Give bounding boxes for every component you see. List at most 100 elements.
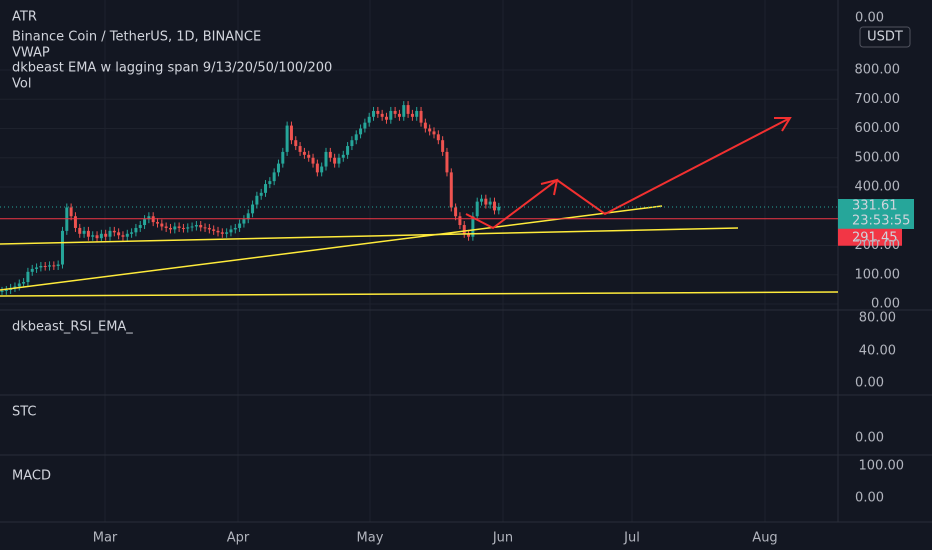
candle [423,122,427,129]
legend-item: VWAP [12,46,50,61]
candle [289,125,293,141]
candle [436,134,440,141]
candle [298,146,302,152]
price-tick-label: 200.00 [855,238,901,253]
candle [467,233,471,237]
panes: dkbeast_RSI_EMA_ 80.00 40.00 0.00 STC 0.… [12,311,904,506]
candle [91,235,95,237]
arrow-head [774,117,792,132]
last-price-badge [838,199,914,230]
candle [255,195,259,205]
candle [480,198,484,202]
candle [108,230,112,237]
candle [449,172,453,208]
candle [311,157,315,164]
candle [56,264,60,266]
candle [363,122,367,129]
candle [164,226,168,228]
candle [134,227,138,233]
candle [233,227,237,230]
candle [147,216,151,220]
candle [346,146,350,155]
candle [246,213,250,220]
currency-badge[interactable] [859,26,911,48]
candle [350,140,354,147]
candle [320,166,324,173]
candle [307,154,311,158]
candle [117,232,121,236]
pane-title: dkbeast_RSI_EMA_ [12,320,133,335]
legend-item: Vol [12,77,31,92]
candle [281,151,285,164]
candle [13,286,17,288]
trend-line [0,205,663,291]
candle [393,110,397,114]
candle [43,265,47,267]
price-tick-label: 100.00 [855,267,901,282]
candle [389,110,393,120]
candle [302,151,306,155]
candle [341,154,345,158]
candle [173,226,177,230]
candle [484,198,488,205]
trend-line [0,291,839,297]
candle [497,206,501,211]
level-badge [838,228,902,246]
candle [181,227,185,229]
pane-title: STC [12,405,37,420]
candle [95,235,99,239]
candle [30,268,34,272]
candle [199,225,203,228]
candle [432,131,436,135]
candle [112,230,116,233]
candle [212,229,216,231]
candle [39,265,43,268]
candle [73,216,77,228]
candle [238,223,242,228]
candle [242,219,246,224]
price-tick-label: 0.00 [871,297,900,312]
candle [397,113,401,117]
candle [259,192,263,196]
grid [0,0,838,522]
candle [294,140,298,147]
pane-tick: 0.00 [855,491,884,506]
candle [17,283,21,287]
candle [69,207,73,217]
candle [268,181,272,185]
candle [454,207,458,217]
time-tick-label: Aug [752,531,777,546]
currency-label[interactable]: USDT [867,30,903,45]
candle [78,227,82,234]
candle [138,225,142,228]
candle [52,265,56,267]
pane-tick: 100.00 [859,459,905,474]
candle [406,105,410,114]
legend-item: Binance Coin / TetherUS, 1D, BINANCE [12,30,261,45]
candle [216,230,220,233]
legend-item: dkbeast EMA w lagging span 9/13/20/50/10… [12,61,332,76]
price-tick-label: 700.00 [855,92,901,107]
candle [203,227,207,229]
candle [475,201,479,217]
candle [337,157,341,164]
candle [251,204,255,214]
time-tick-label: Jun [492,531,513,546]
time-tick-label: Jul [623,531,640,546]
time-tick-label: Apr [227,531,250,546]
candle [402,105,406,117]
candle [492,201,496,211]
candle [488,201,492,205]
candle [415,110,419,117]
arrow-head [540,178,559,196]
candles [0,101,501,295]
candle [380,113,384,117]
candle [86,230,90,237]
candle [471,216,475,237]
candle [410,113,414,117]
candle [99,233,103,239]
candle [324,151,328,167]
candle [354,134,358,141]
